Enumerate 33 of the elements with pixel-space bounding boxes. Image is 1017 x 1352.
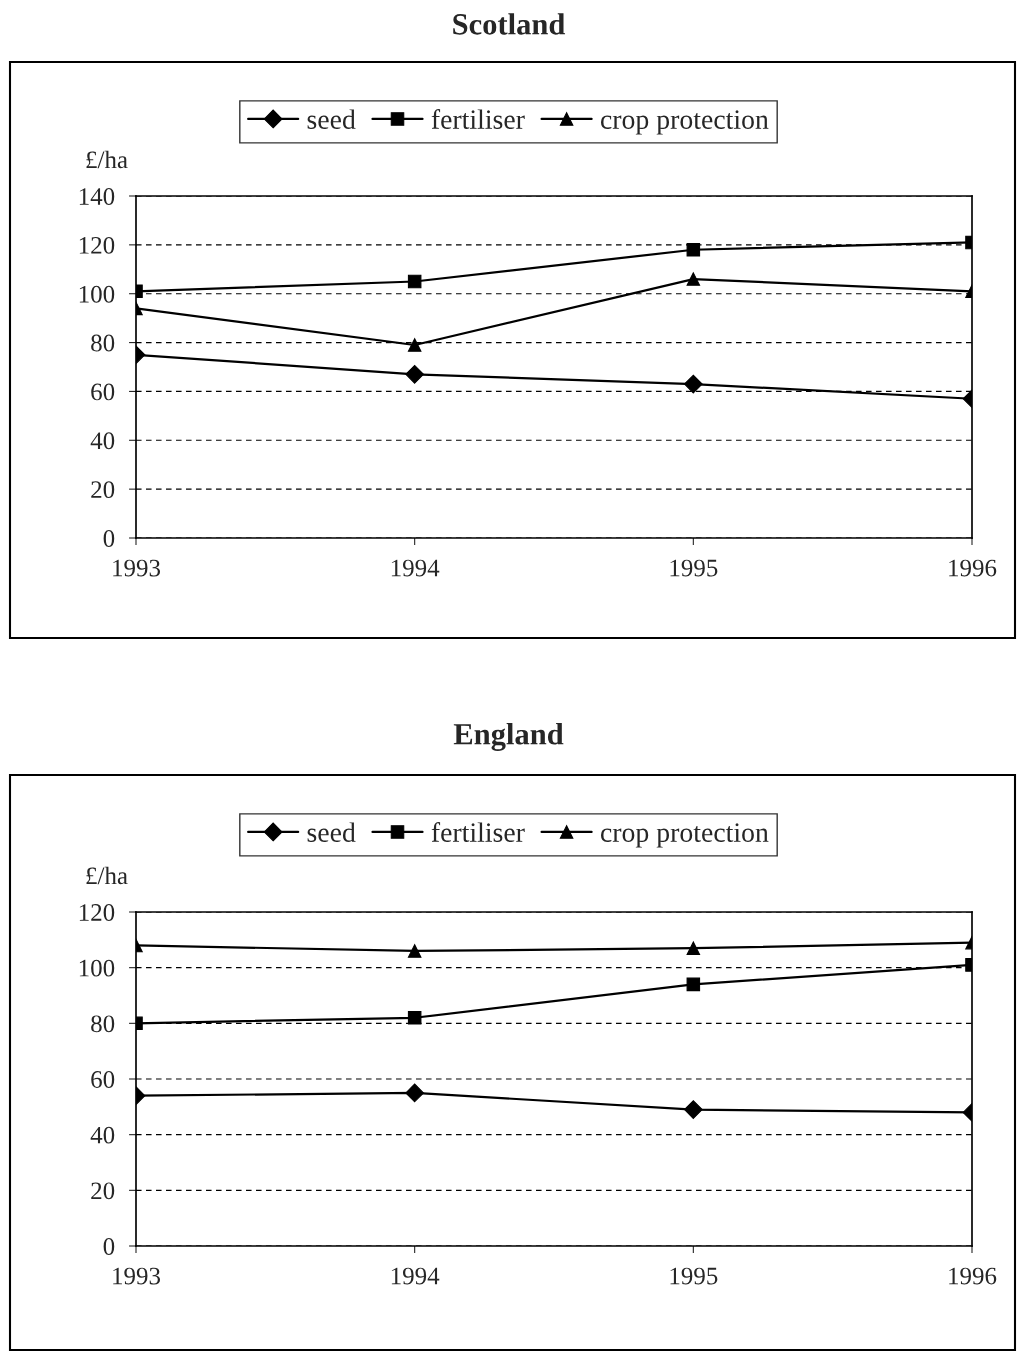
y-tick-label: 80: [91, 1015, 115, 1033]
y-tick-label: 0: [103, 530, 115, 547]
y-tick-label: 60: [91, 383, 115, 401]
y-tick-label: 120: [79, 904, 115, 921]
legend-label: seed: [307, 109, 356, 129]
y-tick-label: 20: [91, 481, 115, 499]
legend-label: fertiliser: [431, 822, 525, 842]
x-tick-label: 1995: [670, 559, 718, 577]
y-tick-label: 100: [79, 285, 115, 303]
y-tick-label: 40: [90, 1126, 115, 1144]
y-axis-title: £/ha: [86, 150, 128, 169]
x-tick-label: 1993: [113, 1267, 161, 1285]
y-axis-title: £/ha: [86, 866, 128, 885]
y-tick-label: 140: [79, 188, 115, 205]
x-tick-label: 1996: [949, 1267, 997, 1285]
x-tick-label: 1993: [113, 559, 161, 577]
y-tick-label: 100: [79, 959, 115, 977]
x-tick-label: 1994: [391, 559, 440, 577]
y-tick-label: 80: [91, 334, 115, 352]
y-tick-label: 60: [91, 1071, 115, 1088]
legend-label: seed: [307, 822, 356, 842]
x-tick-label: 1994: [391, 1267, 440, 1285]
legend-label: crop protection: [600, 110, 769, 135]
legend-label: fertiliser: [431, 109, 525, 129]
chart-title: Scotland: [453, 13, 566, 35]
y-tick-label: 120: [79, 236, 115, 254]
legend-label: crop protection: [600, 823, 769, 848]
y-tick-label: 40: [90, 432, 115, 450]
y-tick-label: 0: [103, 1238, 115, 1255]
x-tick-label: 1995: [670, 1267, 718, 1285]
y-tick-label: 20: [91, 1182, 115, 1200]
x-tick-label: 1996: [949, 559, 997, 577]
chart-title: England: [453, 723, 564, 751]
